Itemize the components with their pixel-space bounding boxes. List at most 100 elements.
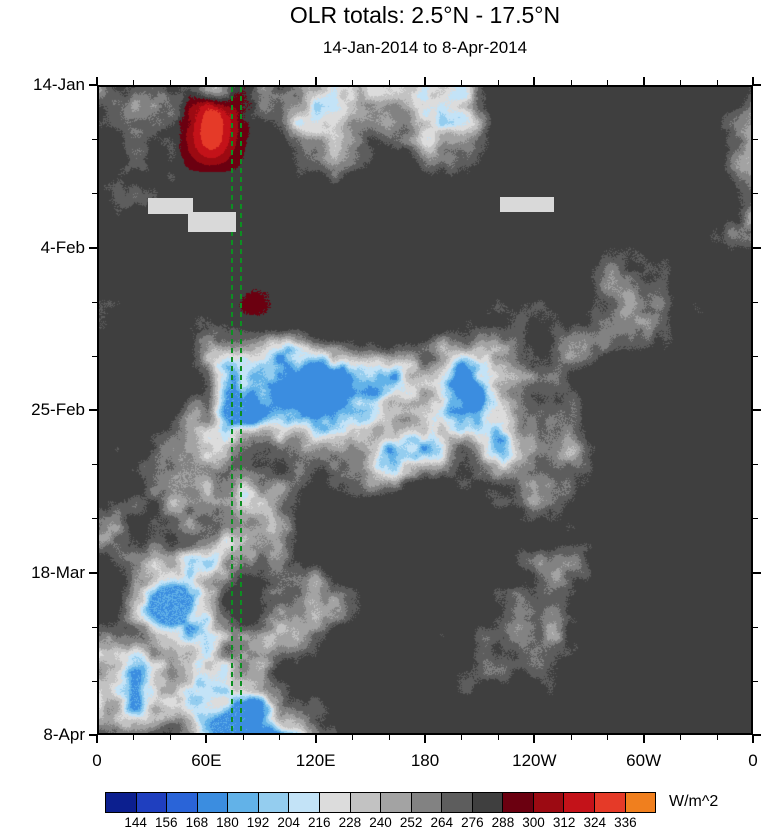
colorbar-cell bbox=[381, 793, 412, 812]
x-axis-tick-label: 60E bbox=[191, 751, 222, 770]
y-axis-minor-tick bbox=[753, 139, 758, 141]
x-axis-tick bbox=[752, 735, 754, 743]
x-axis-minor-tick bbox=[607, 735, 609, 740]
missing-data-bar bbox=[147, 198, 194, 214]
x-axis-tick bbox=[533, 77, 536, 85]
colorbar-tick-label: 144 bbox=[124, 815, 147, 830]
y-axis-minor-tick bbox=[92, 626, 97, 628]
x-axis-tick bbox=[205, 735, 208, 743]
colorbar-cell bbox=[228, 793, 259, 812]
green-dashed-line bbox=[231, 87, 234, 733]
x-axis-minor-tick bbox=[133, 735, 135, 740]
y-axis-tick bbox=[89, 409, 97, 411]
x-axis-minor-tick bbox=[169, 80, 171, 85]
y-axis-minor-tick bbox=[92, 518, 97, 520]
colorbar-tick-label: 324 bbox=[583, 815, 607, 830]
missing-data-bar bbox=[500, 196, 554, 213]
colorbar-cell bbox=[197, 793, 229, 812]
x-axis-minor-tick bbox=[242, 80, 244, 85]
x-axis-minor-tick bbox=[497, 735, 499, 740]
x-axis-tick bbox=[424, 735, 426, 743]
y-axis-minor-tick bbox=[753, 301, 758, 303]
x-axis-tick bbox=[96, 77, 98, 85]
colorbar-tick-label: 228 bbox=[338, 815, 362, 830]
x-axis-tick bbox=[642, 77, 645, 85]
y-axis-tick bbox=[89, 734, 97, 736]
x-axis-minor-tick bbox=[461, 735, 463, 740]
chart-subtitle: 14-Jan-2014 to 8-Apr-2014 bbox=[322, 38, 528, 57]
x-axis-tick bbox=[314, 735, 317, 743]
y-axis-minor-tick bbox=[753, 680, 758, 682]
x-axis-minor-tick bbox=[716, 80, 718, 85]
y-axis-tick bbox=[753, 734, 761, 736]
colorbar-tick-label: 252 bbox=[399, 815, 423, 830]
colorbar-cell bbox=[564, 793, 595, 812]
x-axis-tick-label: 120E bbox=[295, 751, 336, 770]
y-axis-minor-tick bbox=[92, 355, 97, 357]
colorbar-tick-label: 240 bbox=[369, 815, 392, 830]
colorbar-units-label: W/m^2 bbox=[669, 793, 719, 810]
colorbar-cell bbox=[319, 793, 351, 812]
y-axis-tick-label: 25-Feb bbox=[31, 400, 85, 419]
x-axis-tick bbox=[314, 77, 317, 85]
colorbar-tick-label: 168 bbox=[185, 815, 209, 830]
y-axis-tick bbox=[89, 571, 97, 574]
colorbar-tick-label: 204 bbox=[277, 815, 300, 830]
colorbar-tick-label: 312 bbox=[552, 815, 576, 830]
y-axis-minor-tick bbox=[92, 680, 97, 682]
x-axis-tick bbox=[424, 77, 426, 85]
colorbar-cell bbox=[625, 793, 656, 812]
x-axis-tick bbox=[752, 77, 754, 85]
x-axis-minor-tick bbox=[461, 80, 463, 85]
colorbar-tick-label: 288 bbox=[491, 815, 515, 830]
x-axis-tick bbox=[533, 735, 536, 743]
x-axis-tick bbox=[642, 735, 645, 743]
x-axis-minor-tick bbox=[169, 735, 171, 740]
colorbar-cell bbox=[595, 793, 626, 812]
x-axis-minor-tick bbox=[716, 735, 718, 740]
y-axis-tick bbox=[753, 246, 761, 249]
y-axis-tick-label: 8-Apr bbox=[43, 725, 85, 744]
y-axis-minor-tick bbox=[753, 626, 758, 628]
colorbar-cell bbox=[136, 793, 168, 812]
y-axis-tick-label: 4-Feb bbox=[40, 237, 85, 257]
x-axis-minor-tick bbox=[570, 735, 572, 740]
y-axis-tick bbox=[753, 84, 761, 86]
x-axis-tick-label: 0 bbox=[748, 751, 758, 770]
y-axis-minor-tick bbox=[92, 193, 97, 195]
x-axis-minor-tick bbox=[497, 80, 499, 85]
y-axis-tick bbox=[89, 246, 97, 249]
y-axis-minor-tick bbox=[753, 193, 758, 195]
y-axis-minor-tick bbox=[92, 464, 97, 466]
colorbar-cell bbox=[533, 793, 565, 812]
colorbar-cell bbox=[167, 793, 198, 812]
y-axis-minor-tick bbox=[92, 301, 97, 303]
y-axis-tick bbox=[753, 571, 761, 574]
x-axis-minor-tick bbox=[242, 735, 244, 740]
x-axis-minor-tick bbox=[570, 80, 572, 85]
colorbar-tick-label: 192 bbox=[246, 815, 270, 830]
colorbar-tick-label: 276 bbox=[461, 815, 484, 830]
colorbar-cell bbox=[503, 793, 534, 812]
x-axis-minor-tick bbox=[352, 735, 354, 740]
colorbar-cell bbox=[442, 793, 473, 812]
x-axis-minor-tick bbox=[680, 80, 682, 85]
chart-title: OLR totals: 2.5°N - 17.5°N bbox=[289, 2, 561, 28]
olr-heatmap-canvas bbox=[99, 87, 751, 733]
x-axis-tick bbox=[96, 735, 98, 743]
colorbar-tick-label: 216 bbox=[308, 815, 331, 830]
x-axis-minor-tick bbox=[279, 735, 281, 740]
colorbar-tick-label: 336 bbox=[614, 815, 637, 830]
y-axis-minor-tick bbox=[753, 355, 758, 357]
missing-data-bar bbox=[188, 212, 237, 232]
colorbar-tick-label: 156 bbox=[154, 815, 178, 830]
x-axis-tick-label: 0 bbox=[92, 751, 102, 770]
x-axis-minor-tick bbox=[388, 735, 390, 740]
plot-area bbox=[97, 85, 753, 735]
x-axis-tick-label: 120W bbox=[512, 751, 557, 770]
colorbar-tick-label: 264 bbox=[430, 815, 453, 830]
y-axis-tick-label: 14-Jan bbox=[33, 75, 85, 94]
x-axis-tick-label: 60W bbox=[626, 751, 662, 770]
colorbar-tick-label: 180 bbox=[216, 815, 239, 830]
